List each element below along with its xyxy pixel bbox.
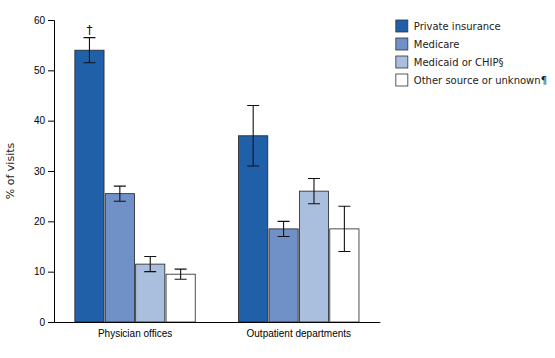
bar (75, 50, 104, 322)
y-tick-label: 40 (34, 115, 46, 126)
legend-item: Medicare (396, 38, 460, 50)
y-tick-mark (48, 20, 54, 21)
bar-series (166, 206, 359, 322)
y-tick-label: 20 (34, 216, 46, 227)
legend-swatch (396, 20, 408, 32)
bar-series (105, 186, 298, 322)
y-axis: 0 10 20 30 40 50 60 (34, 15, 55, 328)
error-bar (175, 269, 187, 279)
bar (269, 229, 298, 322)
error-bar (278, 221, 290, 236)
bar (105, 194, 134, 322)
x-axis-line (55, 322, 381, 323)
y-tick-label: 30 (34, 166, 46, 177)
legend-label: Medicare (414, 39, 460, 50)
y-tick: 10 (34, 266, 54, 277)
y-tick-mark (48, 171, 54, 172)
error-bar (83, 38, 95, 63)
chart-container: † 0 10 20 30 40 50 60 Physician offices Outpatien… (0, 0, 555, 358)
legend-label: Medicaid or CHIP§ (414, 57, 504, 68)
y-tick: 50 (34, 65, 54, 76)
y-tick-mark (48, 221, 54, 222)
bar-series (75, 38, 268, 322)
y-axis-line (48, 21, 55, 323)
y-tick-mark (48, 121, 54, 122)
y-tick-label: 10 (34, 266, 46, 277)
error-bar (114, 186, 126, 201)
x-tick: Outpatient departments (247, 322, 352, 339)
bar (166, 274, 195, 322)
annotation: † (86, 23, 92, 37)
y-tick-mark (48, 272, 54, 273)
legend-swatch (396, 56, 408, 68)
y-tick: 0 (39, 317, 54, 328)
y-tick: 30 (34, 166, 54, 177)
y-tick-label: 60 (34, 15, 46, 26)
plot: † 0 10 20 30 40 50 60 Physician offices Outpatien… (4, 15, 380, 339)
y-tick-label: 0 (39, 317, 45, 328)
x-tick-label: Physician offices (98, 328, 172, 339)
bar (136, 264, 165, 322)
legend-label: Other source or unknown¶ (414, 75, 547, 86)
legend-label: Private insurance (414, 21, 501, 32)
error-bar (247, 106, 259, 166)
legend: Private insurance Medicare Medicaid or CHI… (396, 20, 547, 86)
y-tick: 20 (34, 216, 54, 227)
x-axis: Physician offices Outpatient departments (55, 322, 381, 339)
marks (75, 38, 359, 322)
bar (299, 191, 328, 322)
legend-item: Other source or unknown¶ (396, 74, 547, 86)
error-bar (338, 206, 350, 251)
chart-svg: † 0 10 20 30 40 50 60 Physician offices Outpatien… (0, 0, 555, 358)
legend-swatch (396, 38, 408, 50)
y-tick-label: 50 (34, 65, 46, 76)
y-tick-mark (48, 70, 54, 71)
legend-swatch (396, 74, 408, 86)
legend-item: Medicaid or CHIP§ (396, 56, 504, 68)
x-tick-label: Outpatient departments (247, 328, 352, 339)
y-tick-mark (48, 322, 54, 323)
y-tick: 40 (34, 115, 54, 126)
legend-item: Private insurance (396, 20, 501, 32)
error-bar (308, 179, 320, 204)
bar-series (136, 179, 329, 322)
error-bar (144, 257, 156, 272)
y-axis-title: % of visits (4, 143, 17, 200)
x-tick: Physician offices (98, 322, 172, 339)
y-tick: 60 (34, 15, 54, 26)
